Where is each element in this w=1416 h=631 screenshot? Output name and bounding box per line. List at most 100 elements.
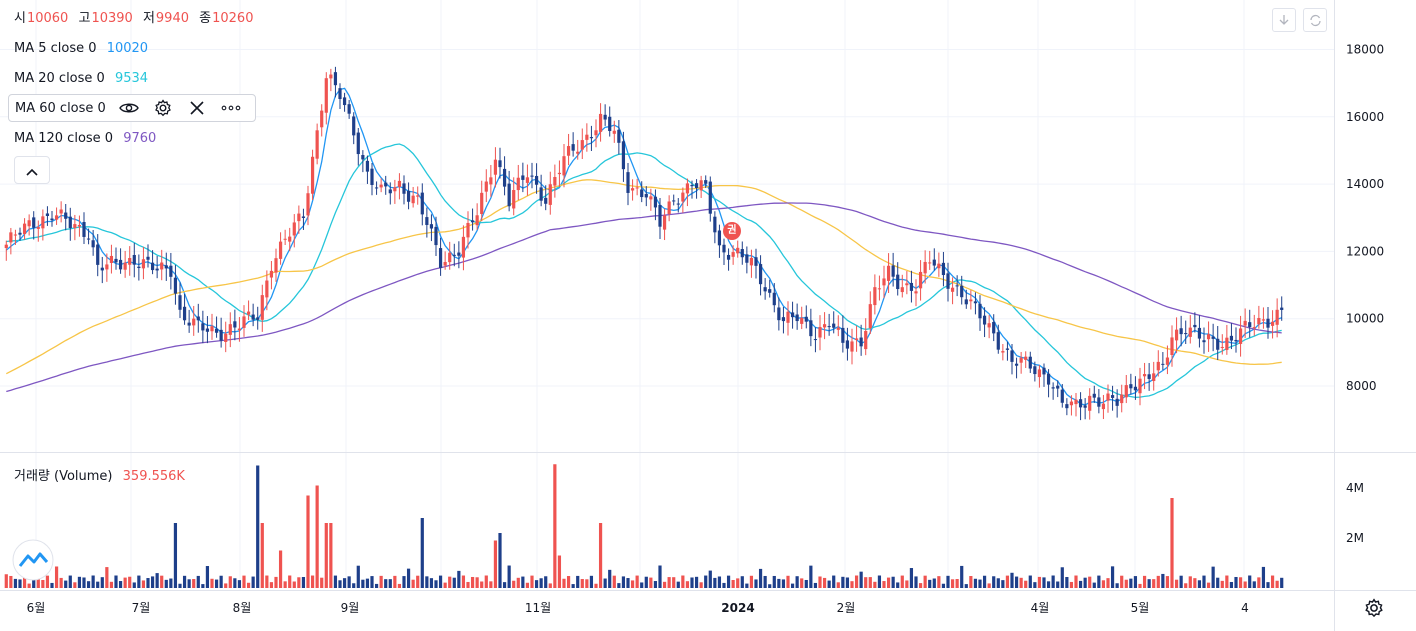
gear-icon[interactable] — [1362, 596, 1386, 620]
download-icon[interactable] — [1272, 8, 1296, 32]
candle-body — [347, 104, 351, 114]
volume-bar — [1165, 576, 1170, 588]
volume-bar — [1184, 583, 1188, 588]
candle-body — [338, 88, 342, 100]
volume-bar — [836, 582, 840, 588]
volume-bar — [132, 582, 136, 588]
candle-body — [978, 303, 982, 319]
volume-bar — [1202, 575, 1206, 588]
volume-bar — [370, 576, 374, 588]
candle-body — [918, 271, 923, 289]
volume-bar — [27, 583, 31, 588]
volume-bar — [928, 579, 932, 588]
ma60-legend[interactable]: MA 60 close 0 — [8, 94, 256, 122]
volume-bar — [498, 533, 502, 588]
volume-bar — [521, 576, 525, 588]
volume-bar — [1028, 575, 1032, 588]
volume-bar — [502, 582, 507, 588]
volume-bar — [1252, 581, 1256, 588]
eye-icon[interactable] — [114, 96, 144, 120]
volume-bar — [1069, 581, 1074, 588]
volume-bar — [352, 583, 356, 588]
volume-bar — [36, 578, 40, 588]
volume-bar — [1019, 577, 1023, 588]
volume-bar — [562, 578, 566, 588]
volume-bar — [1056, 581, 1060, 588]
volume-bar — [406, 568, 411, 588]
ma120-legend[interactable]: MA 120 close 0 9760 — [14, 130, 156, 148]
volume-bar — [813, 582, 818, 588]
volume-bar — [1092, 582, 1096, 588]
volume-bar — [155, 573, 159, 588]
candle-body — [333, 72, 338, 86]
volume-bar — [1270, 575, 1275, 588]
candle-body — [352, 116, 356, 136]
volume-bar — [1060, 567, 1064, 588]
candle-body — [1161, 363, 1165, 365]
volume-bar — [320, 577, 324, 588]
candle-body — [534, 175, 539, 185]
candle-body — [64, 212, 68, 219]
candle-body — [1248, 322, 1252, 328]
candle-body — [886, 265, 891, 281]
candle-body — [813, 339, 818, 341]
volume-legend[interactable]: 거래량 (Volume) 359.556K — [14, 465, 185, 484]
volume-bar — [356, 565, 360, 588]
candle-body — [553, 177, 557, 186]
candle-body — [45, 213, 50, 216]
price-tick-label: 14000 — [1346, 177, 1384, 191]
volume-bar — [448, 576, 452, 588]
ma5-label: MA 5 close 0 — [14, 41, 97, 56]
candle-body — [1229, 335, 1234, 341]
volume-bar — [544, 576, 548, 588]
candle-body — [877, 288, 882, 290]
candle-body — [13, 234, 18, 236]
candle-body — [155, 268, 159, 271]
volume-bar — [1138, 583, 1142, 588]
volume-bar — [800, 578, 804, 588]
candle-body — [457, 252, 461, 256]
candle-body — [896, 274, 900, 290]
event-badge[interactable]: 권 — [723, 222, 741, 240]
volume-bar — [86, 581, 91, 588]
volume-bar — [59, 577, 63, 588]
candle-body — [905, 283, 909, 286]
volume-bar — [347, 576, 351, 588]
volume-bar — [850, 581, 854, 588]
candle-body — [722, 244, 726, 253]
volume-bar — [516, 577, 520, 588]
candle-body — [832, 323, 836, 328]
volume-bar — [100, 577, 104, 588]
volume-bar — [864, 577, 868, 588]
volume-bar — [534, 580, 539, 588]
volume-bar — [1220, 580, 1224, 588]
candle-body — [315, 130, 319, 159]
volume-bar — [18, 579, 22, 588]
settings-icon[interactable] — [148, 96, 178, 120]
volume-bar — [150, 576, 155, 588]
candle-body — [850, 341, 854, 352]
close-icon[interactable] — [182, 96, 212, 120]
volume-bar — [73, 582, 77, 588]
volume-bar — [772, 575, 776, 588]
refresh-icon[interactable] — [1303, 8, 1327, 32]
more-icon[interactable] — [216, 96, 246, 120]
volume-bar — [1110, 566, 1115, 588]
ma20-legend[interactable]: MA 20 close 0 9534 — [14, 70, 148, 88]
time-tick-label: 6월 — [27, 601, 46, 615]
volume-bar — [411, 579, 415, 588]
volume-bar — [365, 578, 370, 588]
candle-body — [169, 265, 173, 277]
volume-bar — [681, 575, 685, 588]
candle-body — [772, 292, 776, 306]
volume-bar — [612, 575, 616, 588]
ma5-legend[interactable]: MA 5 close 0 10020 — [14, 40, 148, 58]
collapse-legend-button[interactable] — [14, 156, 50, 184]
candle-body — [493, 159, 498, 175]
volume-bar — [329, 523, 333, 588]
candle-body — [708, 181, 712, 214]
volume-bar — [1037, 576, 1042, 588]
candle-body — [786, 311, 790, 323]
candle-body — [434, 226, 438, 246]
